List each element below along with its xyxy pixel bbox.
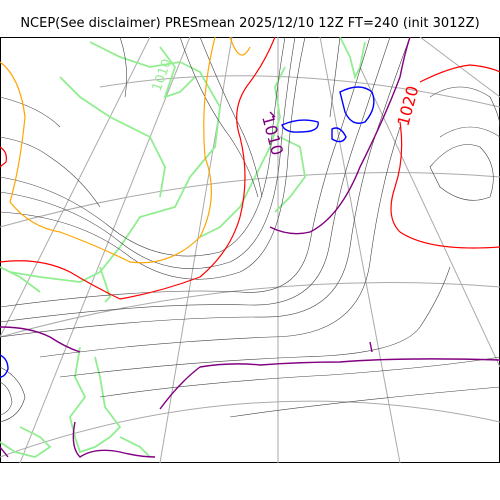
parallel [0, 172, 500, 228]
isobar-1010 [269, 111, 276, 118]
isobar [199, 37, 263, 198]
isobar [0, 37, 411, 338]
isobar [0, 366, 26, 423]
low-contour [0, 354, 9, 378]
isobar [329, 37, 341, 118]
coastline [159, 46, 196, 99]
isobar [179, 37, 259, 198]
isobar [0, 37, 391, 323]
coastline [9, 41, 221, 283]
isobars-thin [0, 37, 500, 423]
meridian [0, 37, 151, 338]
coastline [69, 346, 122, 454]
isobar [0, 37, 296, 269]
isobar [119, 37, 127, 98]
isobar [439, 126, 500, 138]
isobar-1020 [0, 146, 7, 168]
isobars-low [0, 86, 375, 378]
coastline [339, 37, 366, 80]
isobar-1020 [0, 37, 276, 300]
map-title: NCEP(See disclaimer) PRESmean 2025/12/10… [20, 16, 480, 31]
isobar [0, 37, 306, 280]
coastline [199, 66, 286, 238]
meridian [319, 37, 401, 463]
isobar [0, 37, 371, 308]
isobar-1010 [0, 326, 81, 353]
isobar-1000 [229, 37, 251, 56]
isobar [429, 86, 500, 128]
isobar-1010 [72, 421, 156, 458]
isobar-1020 [419, 64, 500, 83]
isobar [99, 356, 500, 398]
isobars-1020 [0, 37, 500, 300]
coastline [274, 136, 306, 213]
low-contour [281, 119, 319, 133]
isobar-1010 [269, 37, 411, 235]
isobar-1010 [0, 446, 9, 458]
parallel [0, 282, 500, 338]
isobar-1020 [390, 121, 500, 249]
isobar [0, 96, 61, 128]
isobar [0, 381, 13, 416]
coastline [99, 266, 112, 303]
isobar-1010 [159, 358, 500, 410]
coastline [59, 76, 166, 198]
isobar [0, 37, 286, 257]
isobar-1000 [0, 37, 216, 264]
isobar [429, 144, 494, 201]
parallel [99, 75, 500, 108]
low-contour [331, 127, 347, 143]
parallel [0, 400, 500, 458]
isobar [39, 126, 401, 358]
coastline [0, 426, 52, 458]
coastline [0, 266, 41, 293]
coastlines [0, 37, 366, 458]
isobar [229, 386, 500, 418]
pressure-map: 1010 1020 1010 [0, 37, 500, 463]
isobars-1010 [0, 37, 500, 458]
isobar-1010 [369, 341, 373, 353]
isobar [59, 266, 451, 378]
coastline [119, 436, 151, 458]
isobar [0, 136, 101, 208]
low-contour [339, 86, 375, 124]
